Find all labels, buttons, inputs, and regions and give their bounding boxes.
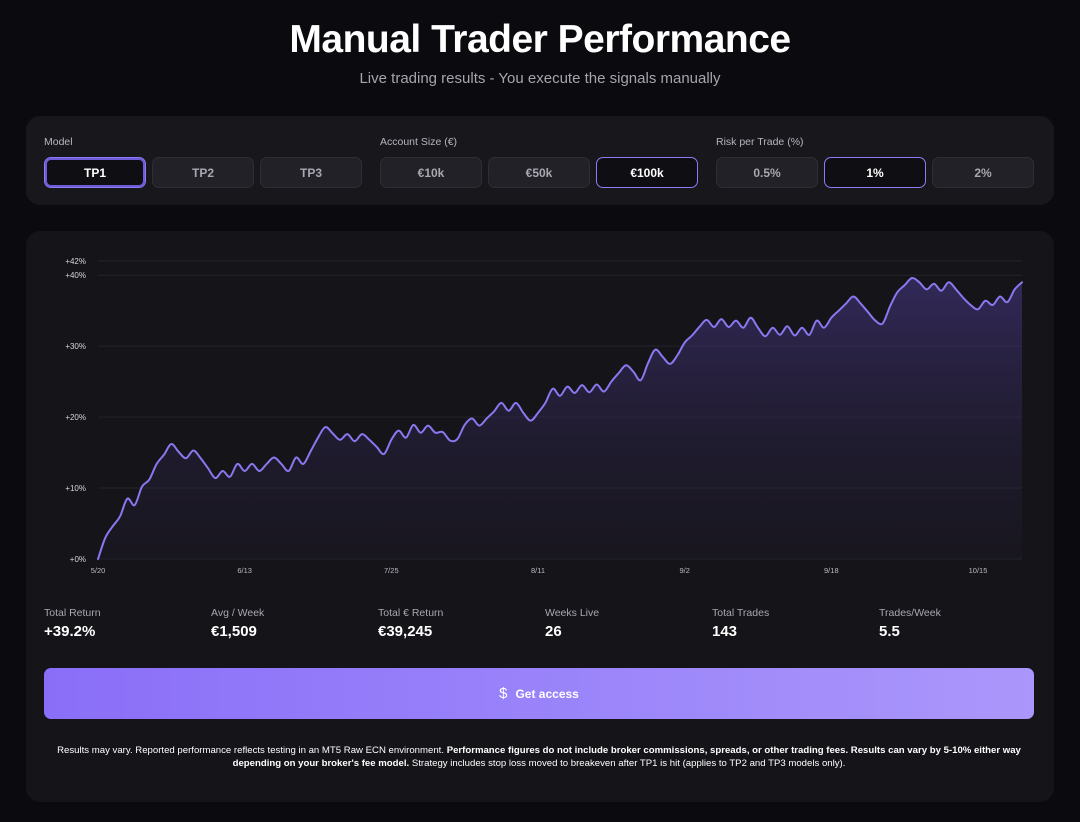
stat-value: +39.2% — [44, 623, 96, 640]
stat-trades-week: Trades/Week 5.5 — [879, 607, 941, 640]
disclaimer: Results may vary. Reported performance r… — [44, 744, 1034, 770]
model-group: Model TP1 TP2 TP3 — [44, 136, 362, 188]
model-option-tp2[interactable]: TP2 — [152, 157, 254, 188]
model-label: Model — [44, 136, 73, 148]
controls-panel: Model TP1 TP2 TP3 Account Size (€) €10k … — [26, 116, 1054, 205]
stat-value: 143 — [712, 623, 738, 640]
disclaimer-part-1: Results may vary. Reported performance r… — [57, 745, 447, 756]
stat-label: Avg / Week — [211, 607, 265, 619]
x-tick-label: 9/18 — [824, 566, 839, 575]
account-option-100k[interactable]: €100k — [596, 157, 698, 188]
equity-line — [97, 276, 1023, 560]
account-option-50k[interactable]: €50k — [488, 157, 590, 188]
stat-label: Trades/Week — [879, 607, 941, 619]
stat-value: €1,509 — [211, 623, 257, 640]
x-tick-label: 7/25 — [384, 566, 399, 575]
stat-label: Total Return — [44, 607, 101, 619]
y-tick-label: +10% — [65, 484, 86, 493]
risk-group: Risk per Trade (%) 0.5% 1% 2% — [716, 136, 1034, 188]
get-access-label: Get access — [515, 686, 579, 701]
x-tick-label: 5/20 — [91, 566, 106, 575]
get-access-button[interactable]: $ Get access — [44, 668, 1034, 719]
page-title: Manual Trader Performance — [289, 18, 791, 61]
x-tick-label: 10/15 — [969, 566, 988, 575]
page-subtitle: Live trading results - You execute the s… — [359, 70, 721, 87]
performance-card: +0% +10% +20% +30% +40% +42% 5/20 6/13 7/25 8/11… — [26, 231, 1054, 802]
stat-value: 26 — [545, 623, 562, 640]
equity-area — [98, 277, 1022, 559]
account-option-10k[interactable]: €10k — [380, 157, 482, 188]
stat-total-trades: Total Trades 143 — [712, 607, 769, 640]
stat-weeks-live: Weeks Live 26 — [545, 607, 599, 640]
y-tick-label: +40% — [65, 271, 86, 280]
account-size-label: Account Size (€) — [380, 136, 458, 148]
x-tick-label: 9/2 — [679, 566, 689, 575]
stat-value: 5.5 — [879, 623, 900, 640]
risk-option-1[interactable]: 1% — [824, 157, 926, 188]
stat-label: Weeks Live — [545, 607, 600, 619]
model-option-tp3[interactable]: TP3 — [260, 157, 362, 188]
stat-label: Total Trades — [712, 607, 770, 619]
stat-label: Total € Return — [378, 607, 444, 619]
stat-total-euro-return: Total € Return €39,245 — [378, 607, 443, 640]
disclaimer-part-2: Performance figures do not include broke… — [232, 745, 1021, 769]
dollar-icon: $ — [499, 685, 508, 702]
stat-value: €39,245 — [378, 623, 433, 640]
risk-option-0-5[interactable]: 0.5% — [716, 157, 818, 188]
risk-option-2[interactable]: 2% — [932, 157, 1034, 188]
stat-avg-week: Avg / Week €1,509 — [211, 607, 264, 640]
y-tick-label: +42% — [65, 257, 86, 266]
x-tick-label: 8/11 — [531, 566, 545, 575]
y-tick-label: +0% — [70, 555, 86, 564]
equity-chart: +0% +10% +20% +30% +40% +42% 5/20 6/13 7/25 8/11… — [65, 257, 1023, 575]
model-option-tp1[interactable]: TP1 — [44, 157, 146, 188]
stat-total-return: Total Return +39.2% — [44, 607, 101, 640]
y-tick-label: +20% — [65, 413, 86, 422]
account-size-group: Account Size (€) €10k €50k €100k — [380, 136, 698, 188]
disclaimer-part-3: Strategy includes stop loss moved to bre… — [409, 758, 846, 769]
risk-label: Risk per Trade (%) — [716, 136, 804, 148]
x-tick-label: 6/13 — [237, 566, 252, 575]
y-tick-label: +30% — [65, 342, 86, 351]
